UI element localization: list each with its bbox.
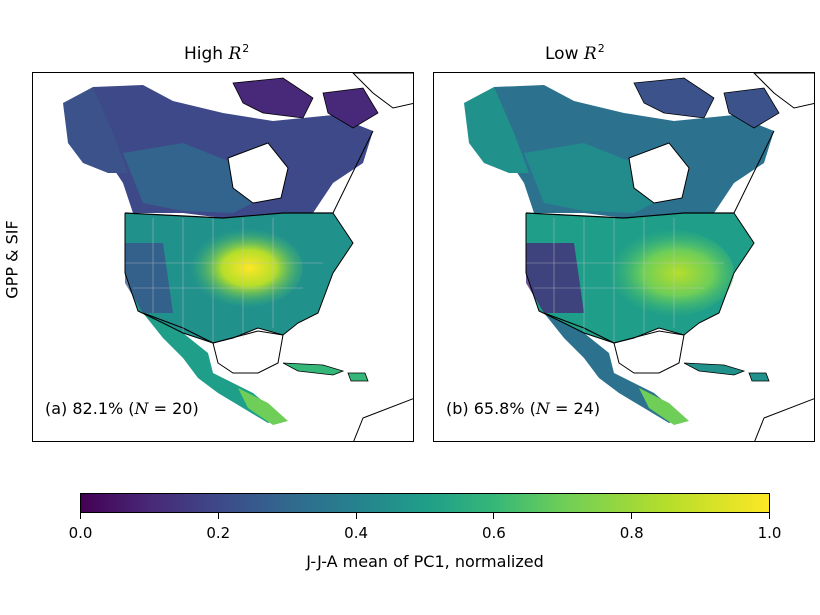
greenland-edge: [352, 73, 413, 109]
arctic-islands: [232, 77, 379, 129]
row-label: GPP & SIF: [2, 220, 22, 299]
colorbar-tick: [493, 513, 495, 519]
panel-a-title: High R2: [184, 42, 250, 64]
colorbar-tick: [631, 513, 633, 519]
map-a-svg: [63, 73, 413, 441]
panel-b-title: Low R2: [545, 42, 605, 64]
colorbar-tick: [355, 513, 357, 519]
hudson-bay: [227, 142, 289, 204]
caribbean-islands: [282, 362, 369, 382]
map-b-svg: [464, 73, 814, 441]
map-panel-a: (a) 82.1% (N = 20): [32, 72, 414, 442]
colorbar-tick-label: 0.0: [68, 524, 93, 542]
colorbar-tick: [80, 513, 81, 519]
state-lines: [125, 218, 323, 343]
map-panel-b: (b) 65.8% (N = 24): [433, 72, 815, 442]
panel-a-annotation: (a) 82.1% (N = 20): [45, 399, 199, 418]
colorbar-label: J-J-A mean of PC1, normalized: [306, 552, 544, 571]
border-canada-usa: [124, 212, 333, 219]
colorbar-tick-label: 0.2: [206, 524, 231, 542]
colorbar: [80, 493, 770, 513]
colorbar-tick: [769, 513, 770, 519]
colorbar-tick: [217, 513, 219, 519]
alaska: [63, 87, 128, 173]
colorbar-tick-label: 0.6: [481, 524, 506, 542]
panel-b-annotation: (b) 65.8% (N = 24): [446, 399, 601, 418]
colorbar-tick-label: 1.0: [757, 524, 782, 542]
gulf-of-mexico: [212, 330, 284, 374]
colorbar-tick-label: 0.4: [344, 524, 369, 542]
south-america-edge: [353, 398, 413, 441]
colorbar-tick-label: 0.8: [619, 524, 644, 542]
